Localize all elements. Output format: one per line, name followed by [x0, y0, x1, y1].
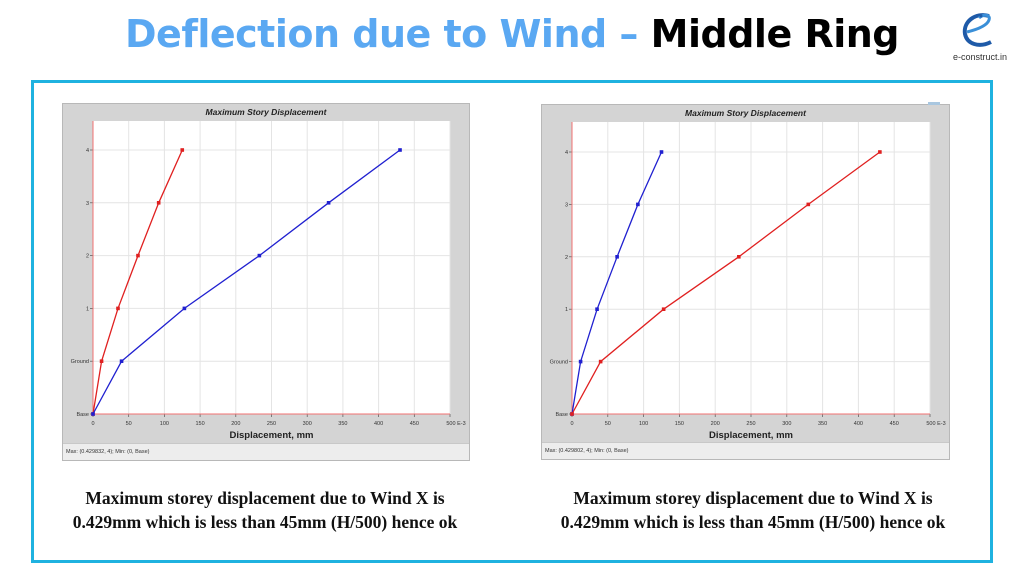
x-tick-label: 200: [231, 421, 240, 427]
data-point: [99, 359, 104, 363]
status-bar: Max: (0.429802, 4); Min: (0, Base): [542, 442, 949, 459]
caption-line-2: 0.429mm which is less than 45mm (H/500) …: [72, 512, 458, 532]
chart-right-plot: 0 50 100 150 200 250 300 350 400 450 500 E-3 Base Gr…: [550, 122, 946, 441]
y-tick-label: 4: [86, 148, 89, 154]
x-tick-label: 150: [675, 421, 684, 427]
x-tick-label: 500 E-3: [446, 421, 465, 427]
page-title: Deflection due to Wind – Middle Ring: [0, 12, 1024, 56]
logo-text: e-construct.in: [952, 52, 1008, 62]
caption-right: Maximum storey displacement due to Wind …: [523, 486, 983, 534]
y-tick-label: 2: [565, 255, 568, 261]
y-tick-label: 1: [565, 307, 568, 313]
y-tick-label: Ground: [71, 359, 89, 365]
status-bar: Max: (0.429832, 4); Min: (0, Base): [63, 443, 469, 460]
x-tick-label: 450: [410, 421, 419, 427]
data-point: [91, 412, 95, 416]
x-tick-label: 100: [160, 421, 169, 427]
data-point: [578, 359, 583, 364]
x-tick-label: 350: [818, 421, 827, 427]
data-point: [116, 306, 120, 311]
series-line: [571, 151, 881, 415]
chart-title: Maximum Story Displacement: [685, 108, 806, 118]
data-point: [257, 253, 262, 258]
y-tick-label: 4: [565, 150, 568, 156]
chart-left: 0 50 100 150 200 250 300 350 400 450 500 E-3 Base Gr…: [62, 103, 470, 461]
caption-line-1: Maximum storey displacement due to Wind …: [573, 488, 933, 508]
data-point: [636, 202, 640, 207]
x-tick-label: 150: [196, 421, 205, 427]
data-point: [737, 255, 741, 259]
x-tick-label: 0: [570, 421, 573, 427]
data-point: [398, 148, 402, 152]
x-tick-label: 400: [854, 421, 863, 427]
x-tick-label: 250: [267, 421, 276, 427]
y-tick-label: 3: [565, 202, 568, 208]
y-tick-label: 3: [86, 201, 89, 207]
caption-left: Maximum storey displacement due to Wind …: [35, 486, 495, 534]
chart-right: 0 50 100 150 200 250 300 350 400 450 500 E-3 Base Gr…: [541, 104, 950, 460]
e-construct-logo: e-construct.in: [945, 10, 1015, 66]
chart-left-plot: 0 50 100 150 200 250 300 350 400 450 500 E-3 Base Gr…: [71, 121, 466, 441]
caption-line-2: 0.429mm which is less than 45mm (H/500) …: [560, 512, 946, 532]
x-tick-label: 250: [746, 421, 755, 427]
x-tick-label: 200: [711, 421, 720, 427]
y-tick-label: Base: [555, 412, 568, 418]
data-point: [136, 253, 140, 258]
data-point: [180, 148, 185, 152]
data-point: [156, 201, 161, 205]
data-point: [119, 359, 124, 363]
y-tick-label: Ground: [550, 360, 568, 366]
data-point: [182, 306, 187, 311]
x-tick-label: 100: [639, 421, 648, 427]
data-point: [326, 201, 331, 205]
content-frame: [31, 80, 993, 563]
data-point: [598, 359, 603, 364]
x-tick-label: 50: [126, 421, 132, 427]
x-tick-label: 450: [890, 421, 899, 427]
data-point: [570, 412, 574, 416]
x-tick-label: 50: [605, 421, 611, 427]
y-tick-label: Base: [76, 412, 89, 418]
x-tick-label: 400: [374, 421, 383, 427]
data-point: [878, 150, 882, 154]
data-point: [661, 307, 666, 311]
e-construct-logo-icon: [962, 13, 992, 47]
chart-tab-marker: [928, 102, 940, 105]
title-part-1: Deflection due to Wind –: [125, 12, 651, 56]
data-point: [615, 255, 619, 259]
caption-line-1: Maximum storey displacement due to Wind …: [85, 488, 445, 508]
x-tick-label: 300: [303, 421, 312, 427]
x-tick-label: 300: [782, 421, 791, 427]
series-line: [92, 149, 183, 415]
x-tick-label: 0: [91, 421, 94, 427]
series-line: [571, 151, 663, 415]
y-tick-label: 2: [86, 254, 89, 260]
x-axis-label: Displacement, mm: [230, 430, 314, 441]
x-tick-label: 500 E-3: [926, 421, 945, 427]
y-tick-label: 1: [86, 306, 89, 312]
x-tick-label: 350: [338, 421, 347, 427]
data-point: [806, 202, 811, 207]
chart-title: Maximum Story Displacement: [205, 107, 327, 117]
series-line: [92, 149, 401, 415]
x-axis-label: Displacement, mm: [709, 430, 793, 441]
title-part-2: Middle Ring: [650, 12, 900, 56]
data-point: [595, 307, 599, 311]
data-point: [659, 150, 664, 154]
